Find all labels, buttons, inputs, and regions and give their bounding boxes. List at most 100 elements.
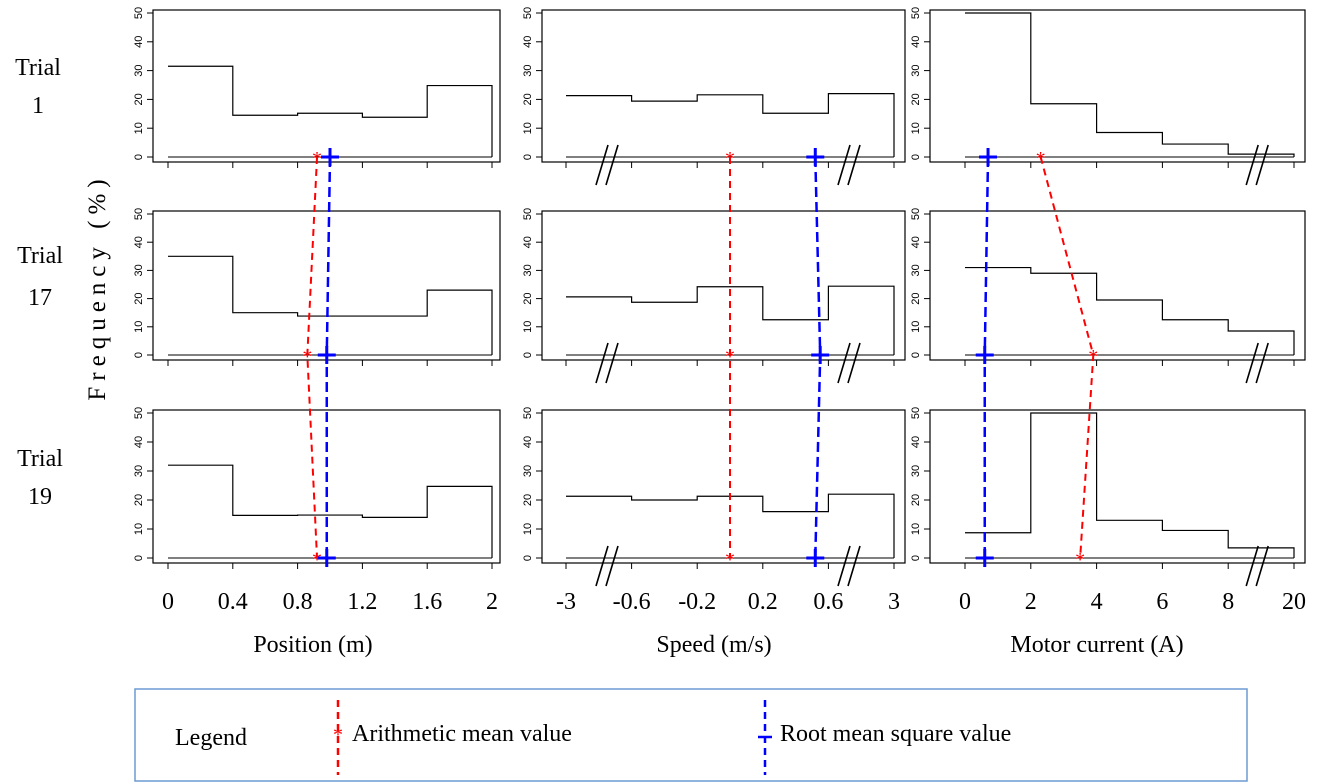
panel-frame [929, 409, 1306, 564]
y-tick-label: 40 [133, 236, 145, 248]
y-tick-label: 20 [522, 292, 534, 304]
y-axis-label: Frequency (%) [84, 173, 111, 400]
axis-break-mark [1245, 144, 1259, 186]
axis-break-mark [1245, 342, 1259, 384]
x-tick-label: 0.2 [748, 589, 778, 615]
axis-break-mark [605, 144, 619, 186]
y-tick-label: 50 [133, 208, 145, 220]
axis-break-mark [1255, 342, 1269, 384]
y-tick-label: 50 [522, 407, 534, 419]
legend-box [134, 688, 1248, 782]
histogram-step-line [168, 65, 493, 157]
y-tick-label: 40 [910, 36, 922, 48]
y-tick-label: 50 [522, 7, 534, 19]
y-tick-label: 10 [133, 523, 145, 535]
panel-trial-19-position-m: 0 10 20 30 40 50 0 0.4 0.8 1.2 1.6 2 * [133, 407, 501, 615]
y-tick-label: 30 [133, 264, 145, 276]
panel-frame [541, 9, 906, 163]
axis-break-mark [1255, 545, 1269, 587]
panel-trial-19-motor-current-a: 0 10 20 30 40 50 0 2 4 6 8 20 * [910, 407, 1306, 615]
axis-break-mark [847, 144, 861, 186]
x-tick-label: 0 [162, 589, 174, 615]
x-tick-label: 6 [1156, 589, 1168, 615]
y-tick-label: 20 [133, 93, 145, 105]
y-tick-label: 40 [522, 436, 534, 448]
x-axis-label-position: Position (m) [253, 632, 372, 658]
y-tick-label: 20 [910, 292, 922, 304]
y-tick-label: 30 [522, 465, 534, 477]
y-tick-label: 10 [910, 321, 922, 333]
x-tick-label: 2 [486, 589, 498, 615]
x-tick-label: 2 [1025, 589, 1037, 615]
legend-mean-marker: * [333, 724, 343, 746]
y-tick-label: 40 [522, 36, 534, 48]
axis-break-mark [1245, 545, 1259, 587]
x-tick-label: 20 [1282, 589, 1306, 615]
row-label-trial-19-line1: Trial [17, 446, 63, 472]
axis-break-mark [837, 144, 851, 186]
y-tick-label: 10 [133, 122, 145, 134]
y-tick-label: 30 [910, 465, 922, 477]
axis-break-mark [605, 342, 619, 384]
y-tick-label: 50 [910, 407, 922, 419]
axis-break-mark [837, 342, 851, 384]
row-label-trial-19-line2: 19 [28, 484, 52, 510]
y-tick-label: 30 [522, 264, 534, 276]
x-tick-label: -3 [556, 589, 576, 615]
y-tick-label: 50 [133, 7, 145, 19]
y-tick-label: 0 [133, 555, 145, 561]
legend: Legend * Arithmetic mean value Root mean… [134, 688, 1248, 782]
rms-connector-line [325, 156, 332, 558]
y-tick-label: 0 [133, 154, 145, 160]
row-label-trial-17-line2: 17 [28, 285, 52, 311]
axis-break-mark [837, 545, 851, 587]
axis-break-mark [605, 545, 619, 587]
y-tick-label: 40 [133, 436, 145, 448]
x-tick-label: 0.4 [218, 589, 248, 615]
y-tick-label: 20 [910, 494, 922, 506]
x-tick-label: 0 [959, 589, 971, 615]
y-tick-label: 40 [522, 236, 534, 248]
panel-trial-17-position-m: 0 10 20 30 40 50 * [133, 208, 501, 368]
panel-frame [929, 210, 1306, 361]
row-label-trial-17-line1: Trial [17, 243, 63, 269]
y-tick-label: 30 [133, 64, 145, 76]
panel-trial-19-speed-m-s: 0 10 20 30 40 50 -3 -0.6 -0.2 0.2 0.6 3 * [522, 407, 906, 615]
histogram-step-line [566, 93, 895, 157]
row-label-trial-1-line2: 1 [32, 93, 44, 119]
mean-rms-connector-lines [306, 156, 1095, 559]
panel-frame [541, 409, 906, 564]
mean-marker: * [302, 346, 312, 368]
y-tick-label: 40 [133, 36, 145, 48]
x-tick-label: 1.2 [347, 589, 377, 615]
x-tick-label: 3 [888, 589, 900, 615]
y-tick-label: 0 [522, 352, 534, 358]
x-axis-label-motor-current: Motor current (A) [1010, 632, 1183, 658]
x-tick-label: 8 [1222, 589, 1234, 615]
y-tick-label: 30 [910, 264, 922, 276]
panel-frame [929, 9, 1306, 163]
y-tick-label: 30 [910, 64, 922, 76]
y-tick-label: 10 [522, 122, 534, 134]
histogram-step-line [965, 12, 1295, 157]
x-tick-label: 0.6 [813, 589, 843, 615]
y-tick-label: 20 [133, 292, 145, 304]
y-tick-label: 30 [133, 465, 145, 477]
mean-marker: * [1075, 549, 1085, 571]
y-tick-label: 0 [522, 154, 534, 160]
y-tick-label: 10 [133, 321, 145, 333]
y-tick-label: 20 [522, 93, 534, 105]
axis-break-mark [595, 545, 609, 587]
legend-mean-label: Arithmetic mean value [352, 721, 572, 747]
y-tick-label: 10 [910, 523, 922, 535]
y-tick-label: 40 [910, 436, 922, 448]
axis-break-mark [595, 342, 609, 384]
x-tick-label: 1.6 [412, 589, 442, 615]
y-tick-label: 0 [910, 154, 922, 160]
